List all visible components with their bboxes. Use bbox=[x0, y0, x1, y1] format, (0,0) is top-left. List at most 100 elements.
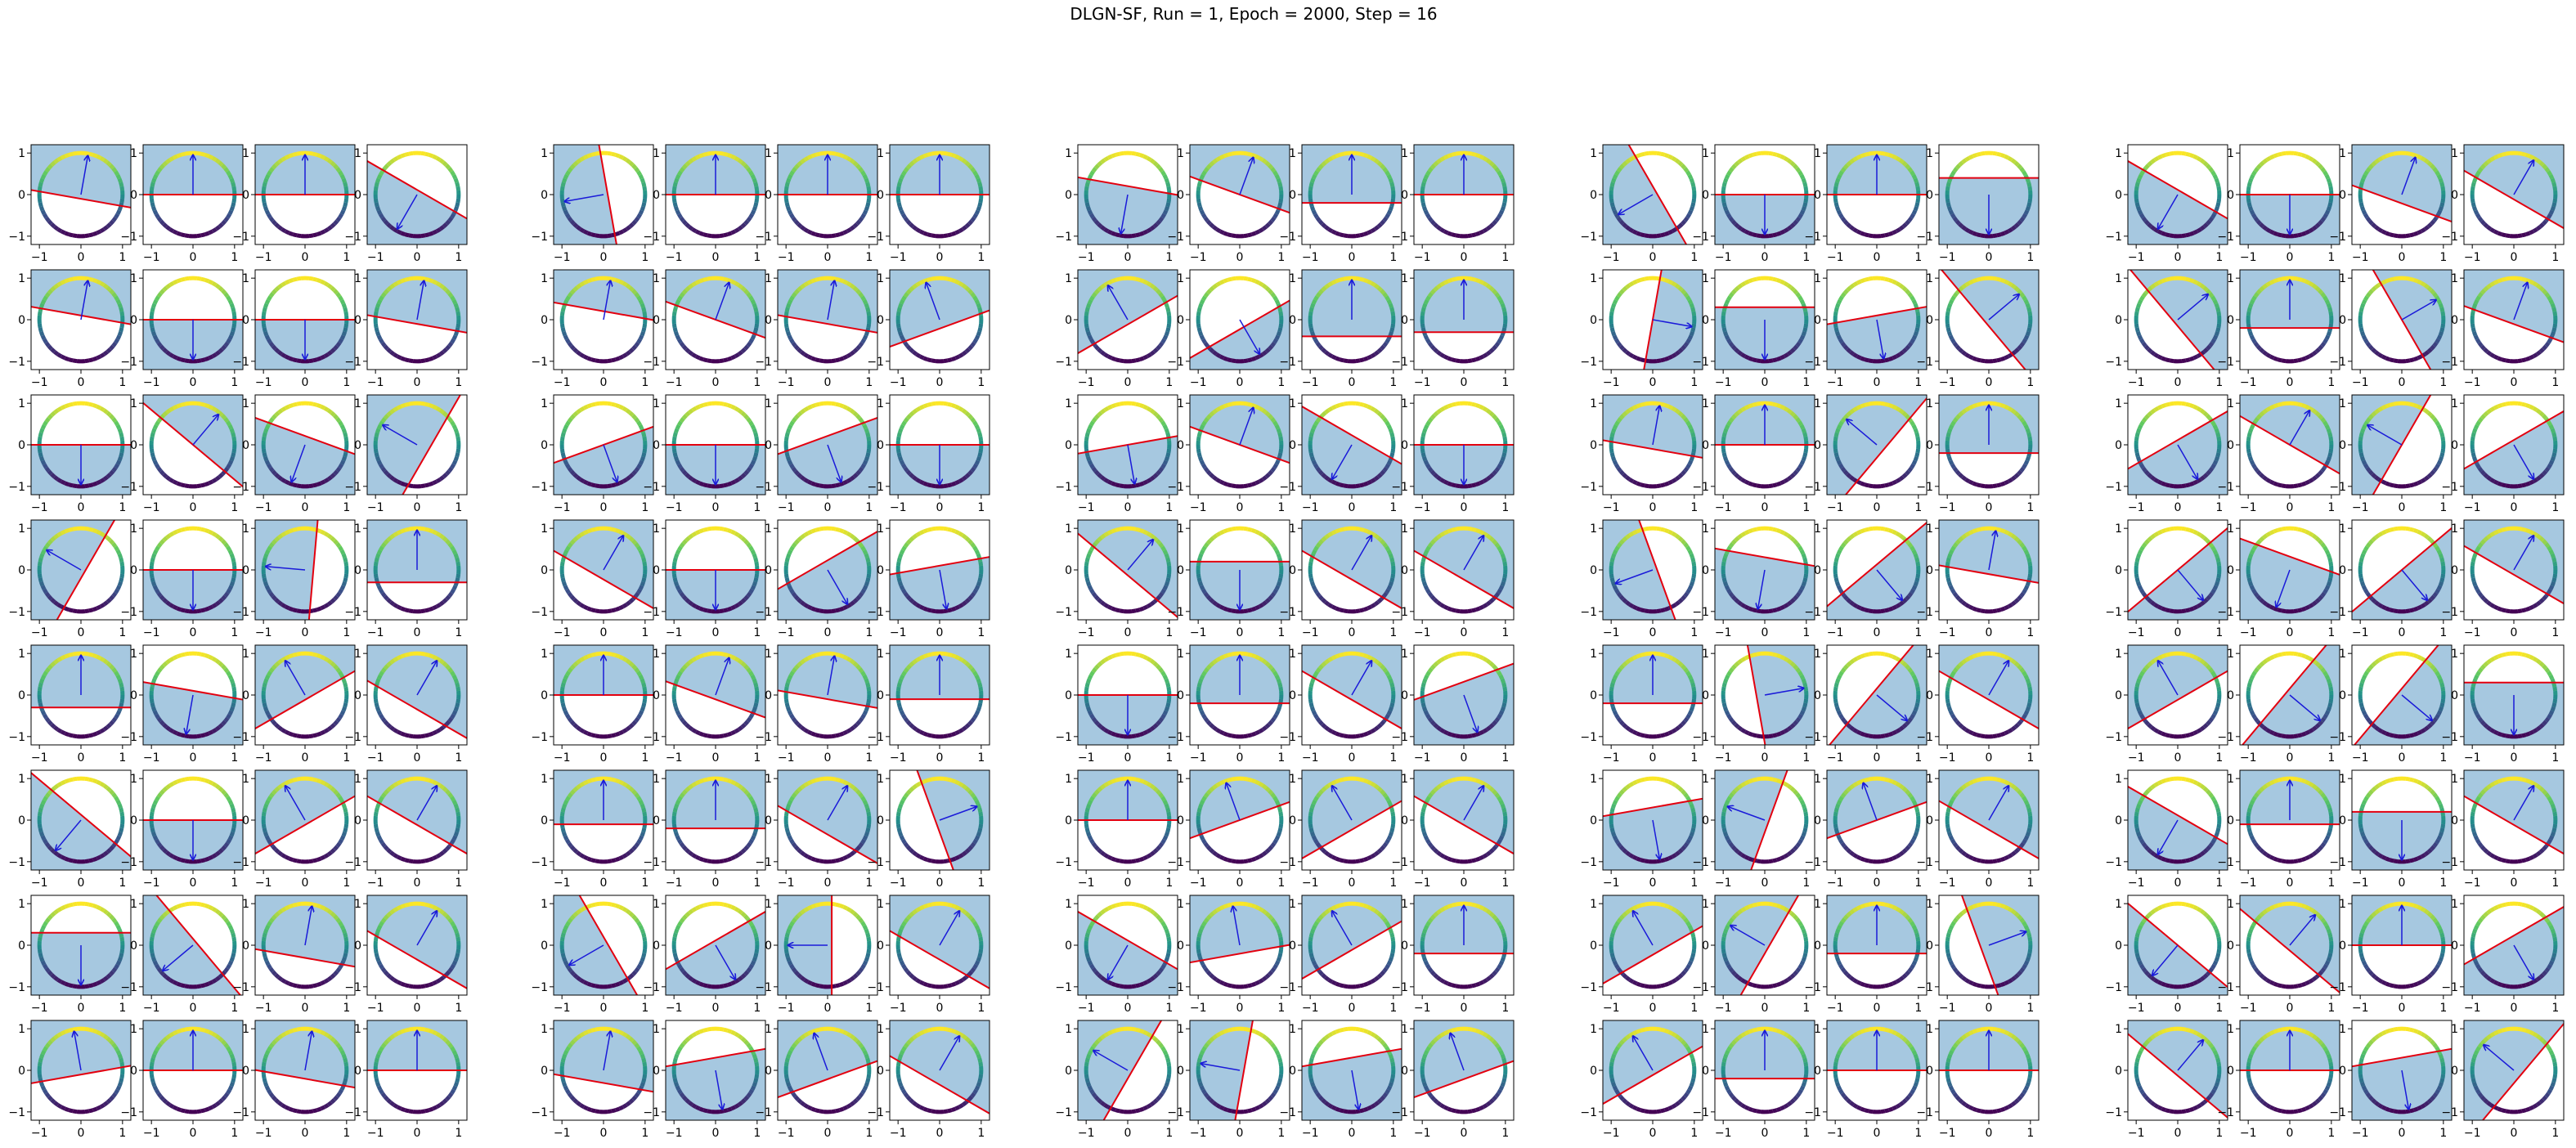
ring-segment bbox=[835, 276, 841, 282]
ring-segment bbox=[2308, 406, 2314, 412]
ring-segment bbox=[681, 414, 688, 420]
ring-segment bbox=[579, 155, 586, 162]
normal-arrow bbox=[2401, 158, 2416, 195]
x-tick-label: −1 bbox=[2240, 376, 2257, 389]
x-tick-label: 0 bbox=[1874, 376, 1881, 389]
ring-segment bbox=[2440, 323, 2446, 329]
ring-segment bbox=[2281, 150, 2287, 156]
x-tick-label: 1 bbox=[753, 251, 761, 264]
ring-segment bbox=[117, 581, 123, 587]
ring-segment bbox=[2327, 432, 2333, 437]
ring-segment bbox=[1160, 463, 1167, 469]
half-plane-region bbox=[2128, 410, 2228, 495]
decision-boundary bbox=[2128, 159, 2228, 220]
ring-segment bbox=[858, 292, 864, 298]
ring-segment bbox=[2297, 401, 2303, 407]
ring-segment bbox=[1840, 466, 1847, 473]
ring-segment bbox=[2371, 160, 2377, 167]
subplot: −1 0 1−101 bbox=[1580, 144, 1703, 264]
ring-segment bbox=[2483, 348, 2489, 354]
ring-segment bbox=[204, 152, 210, 159]
ring-segment bbox=[2246, 198, 2251, 204]
ring-segment bbox=[1199, 334, 1205, 341]
ring-segment bbox=[2192, 479, 2199, 486]
ring-segment bbox=[607, 483, 613, 489]
y-tick-label: 0 bbox=[653, 189, 660, 202]
ring-segment bbox=[455, 452, 460, 458]
plot-area bbox=[1302, 270, 1402, 364]
ring-segment bbox=[1421, 303, 1428, 308]
ring-segment bbox=[1343, 233, 1349, 239]
ring-segment bbox=[2000, 481, 2006, 487]
x-tick-label: 1 bbox=[1914, 376, 1922, 389]
ring-segment bbox=[1276, 177, 1282, 183]
ring-segment bbox=[2010, 225, 2017, 231]
ring-segment bbox=[343, 202, 348, 208]
ring-segment bbox=[2255, 219, 2262, 226]
ring-segment bbox=[1779, 279, 1786, 285]
ring-segment bbox=[900, 420, 907, 427]
ring-segment bbox=[2489, 406, 2496, 412]
ring-segment bbox=[1084, 448, 1089, 454]
ring-segment bbox=[579, 352, 586, 359]
ring-segment bbox=[1690, 202, 1696, 208]
ring-segment bbox=[2255, 414, 2262, 420]
ring-segment bbox=[231, 327, 236, 333]
ring-segment bbox=[743, 469, 750, 476]
ring-segment bbox=[967, 164, 974, 170]
ring-segment bbox=[1382, 341, 1389, 348]
ring-segment bbox=[559, 323, 565, 329]
ring-segment bbox=[114, 463, 120, 469]
ring-segment bbox=[1156, 289, 1162, 295]
ring-segment bbox=[262, 452, 267, 458]
ring-segment bbox=[1165, 182, 1171, 187]
ring-segment bbox=[698, 231, 704, 237]
ring-segment bbox=[2156, 404, 2163, 410]
ring-segment bbox=[1370, 478, 1376, 484]
y-tick-label: −1 bbox=[643, 481, 660, 494]
ring-segment bbox=[1164, 303, 1170, 308]
ring-segment bbox=[1264, 473, 1271, 479]
ring-segment bbox=[579, 227, 586, 234]
ring-segment bbox=[2134, 323, 2139, 329]
ring-segment bbox=[389, 408, 396, 415]
ring-segment bbox=[1209, 160, 1215, 167]
ring-segment bbox=[1612, 173, 1618, 180]
ring-segment bbox=[737, 350, 743, 357]
ring-segment bbox=[1980, 483, 1986, 489]
ring-segment bbox=[268, 292, 275, 298]
ring-segment bbox=[1799, 424, 1806, 430]
ring-segment bbox=[750, 209, 756, 216]
ring-segment bbox=[2265, 406, 2272, 412]
ring-segment bbox=[1475, 152, 1481, 159]
y-tick-label: −1 bbox=[1692, 231, 1709, 244]
ring-segment bbox=[1327, 352, 1334, 359]
ring-segment bbox=[1915, 186, 1921, 191]
x-tick-label: 1 bbox=[1690, 251, 1698, 264]
ring-segment bbox=[424, 482, 430, 488]
ring-segment bbox=[1423, 460, 1429, 466]
ring-segment bbox=[972, 420, 979, 427]
ring-segment bbox=[154, 420, 160, 427]
y-tick-label: 0 bbox=[354, 439, 361, 452]
ring-segment bbox=[691, 352, 698, 359]
ring-segment bbox=[2025, 456, 2031, 462]
ring-segment bbox=[2471, 182, 2476, 187]
ring-segment bbox=[1106, 479, 1113, 486]
ring-segment bbox=[92, 606, 98, 612]
ring-segment bbox=[1363, 231, 1369, 237]
ring-segment bbox=[2517, 401, 2523, 406]
ring-segment bbox=[2475, 463, 2481, 469]
ring-segment bbox=[435, 352, 442, 359]
x-tick-label: −1 bbox=[367, 501, 384, 514]
ring-segment bbox=[1756, 233, 1761, 239]
ring-segment bbox=[72, 150, 78, 156]
ring-segment bbox=[561, 177, 568, 183]
ring-segment bbox=[268, 216, 275, 222]
ring-segment bbox=[2544, 341, 2551, 348]
ring-segment bbox=[1427, 216, 1434, 222]
ring-segment bbox=[44, 417, 51, 424]
ring-segment bbox=[92, 481, 98, 487]
ring-segment bbox=[1683, 167, 1690, 173]
ring-segment bbox=[1628, 280, 1635, 287]
